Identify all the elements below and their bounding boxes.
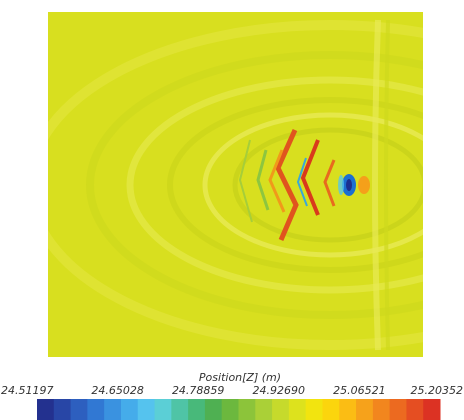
crest (358, 176, 370, 194)
colorbar-segment (104, 399, 122, 420)
colorbar-segment (339, 399, 357, 420)
wave-pattern (48, 19, 423, 351)
trough-core (346, 179, 352, 191)
colorbar-tick-label: 25.06521 (333, 384, 386, 397)
colorbar-segment (154, 399, 172, 420)
colorbar-tick-label: 25.20352 (411, 384, 464, 397)
colorbar-tick-label: 24.78859 (172, 384, 225, 397)
colorbar-tick-label: 24.92690 (253, 384, 306, 397)
colorbar-segment (238, 399, 256, 420)
colorbar-segment (188, 399, 206, 420)
colorbar-segment (305, 399, 323, 420)
colorbar-segment (255, 399, 273, 420)
colorbar-segment (272, 399, 290, 420)
colorbar-title: Position[Z] (m) (199, 371, 281, 384)
colorbar-segment (70, 399, 88, 420)
colorbar-tick-label: 24.65028 (91, 384, 144, 397)
trough-edge (338, 175, 344, 195)
colorbar-segment (204, 399, 223, 420)
colorbar-segment (221, 399, 239, 420)
colorbar-segment (87, 399, 105, 420)
colorbar-segment (389, 399, 407, 420)
colorbar-segment (322, 399, 340, 420)
colorbar: 24.51197 24.65028 24.78859 24.92690 25.06521… (1, 384, 463, 420)
colorbar-segment (423, 399, 441, 420)
colorbar-segment (372, 399, 391, 420)
colorbar-segment (406, 399, 424, 420)
colorbar-segment (171, 399, 189, 420)
colorbar-segment (137, 399, 156, 420)
colorbar-segment (288, 399, 307, 420)
colorbar-segment (53, 399, 72, 420)
colorbar-segment (37, 399, 55, 420)
colorbar-tick-label: 24.51197 (1, 384, 54, 397)
colorbar-segment (356, 399, 374, 420)
colorbar-segment (120, 399, 139, 420)
